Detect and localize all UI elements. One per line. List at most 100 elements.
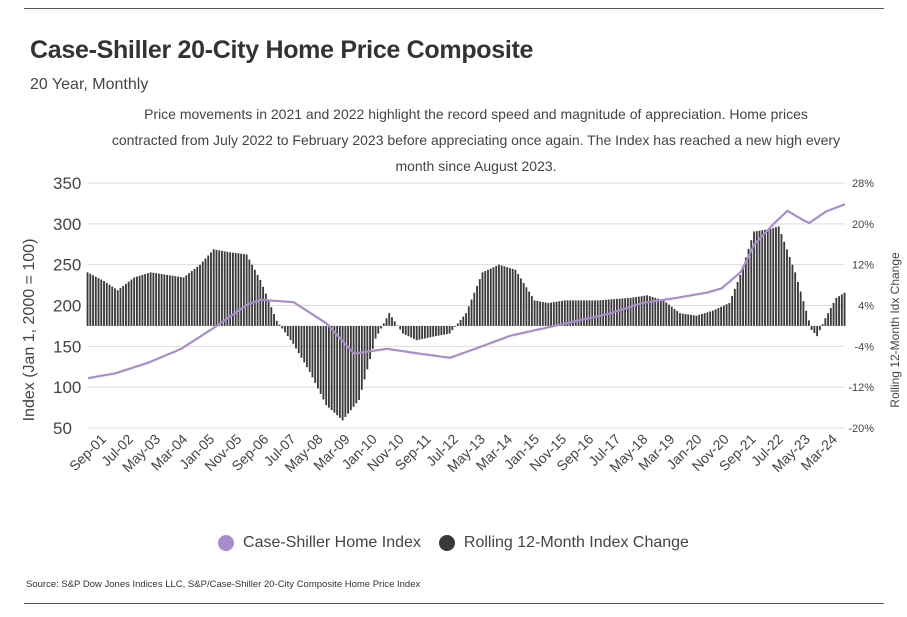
change-bar: [530, 296, 533, 326]
change-bar: [314, 325, 317, 383]
change-bar: [736, 281, 739, 326]
change-bar: [163, 274, 166, 326]
change-bar: [487, 269, 489, 326]
change-bar: [662, 300, 665, 326]
change-bar: [742, 266, 744, 326]
change-bar: [816, 325, 819, 337]
change-bar: [333, 325, 336, 413]
change-bar: [336, 325, 339, 416]
change-bar: [478, 279, 481, 326]
source-note: Source: S&P Dow Jones Indices LLC, S&P/C…: [26, 579, 421, 590]
left-tick-label: 50: [53, 419, 72, 438]
change-bar: [166, 274, 169, 326]
change-bar: [519, 278, 522, 326]
change-bar: [286, 325, 289, 337]
change-bar: [207, 255, 210, 326]
right-tick-label: 28%: [852, 178, 874, 190]
change-bar: [810, 325, 813, 330]
change-bar: [317, 325, 319, 389]
change-bar: [327, 325, 330, 408]
change-bar: [761, 230, 764, 326]
change-bar: [838, 296, 840, 326]
change-bar: [423, 325, 426, 339]
change-bar: [437, 325, 440, 336]
change-bar: [783, 241, 786, 326]
change-bar: [500, 265, 503, 326]
change-bar: [242, 254, 245, 326]
change-bar: [769, 228, 772, 326]
change-bar: [229, 252, 232, 326]
legend-item-index[interactable]: Case-Shiller Home Index: [218, 534, 421, 552]
change-bar: [758, 230, 761, 326]
change-bar: [596, 300, 599, 326]
change-bar: [149, 272, 152, 326]
change-bar: [552, 302, 555, 326]
change-bar: [840, 294, 843, 326]
change-bar: [380, 325, 382, 329]
change-bar: [338, 325, 341, 418]
change-bar: [489, 268, 492, 326]
change-bar: [602, 299, 605, 326]
change-bar: [325, 325, 328, 406]
change-bar: [138, 275, 141, 326]
change-bar: [484, 271, 487, 326]
change-bar: [511, 268, 514, 326]
change-bar: [788, 257, 791, 326]
change-bar: [127, 281, 130, 326]
change-bar: [440, 325, 443, 336]
change-bar: [245, 254, 248, 326]
change-bar: [251, 264, 254, 326]
change-bar: [594, 300, 596, 326]
change-bar: [341, 325, 344, 421]
change-bar: [273, 314, 275, 326]
change-bar: [221, 250, 223, 326]
change-bar: [495, 265, 498, 326]
change-bar: [454, 325, 456, 327]
right-tick-label: 12%: [852, 260, 874, 272]
change-bar: [832, 302, 835, 326]
change-bar: [690, 314, 692, 326]
change-bar: [448, 325, 451, 334]
change-bar: [344, 325, 347, 417]
change-bar: [733, 288, 736, 326]
change-bar: [352, 325, 355, 407]
change-bar: [201, 261, 204, 326]
change-bar: [451, 325, 454, 331]
change-bar: [105, 282, 108, 326]
change-bar: [119, 288, 122, 326]
change-bar: [544, 302, 547, 326]
change-bar: [835, 297, 838, 326]
change-bar: [133, 277, 136, 326]
left-tick-label: 200: [53, 297, 81, 316]
change-bar: [555, 301, 558, 326]
change-bar: [572, 300, 574, 326]
change-bar: [122, 285, 125, 326]
change-bar: [648, 296, 651, 326]
change-bar: [492, 267, 495, 326]
change-bar: [306, 325, 308, 368]
change-bar: [755, 231, 758, 326]
change-bar: [155, 273, 158, 326]
legend: Case-Shiller Home Index Rolling 12-Month…: [0, 534, 907, 552]
right-tick-label: -4%: [854, 341, 874, 353]
change-bar: [116, 290, 119, 326]
change-bar: [308, 325, 311, 372]
change-bar: [292, 325, 295, 344]
change-bar: [481, 272, 484, 326]
change-bar: [646, 295, 648, 326]
change-bar: [456, 323, 459, 326]
change-bar: [687, 314, 690, 326]
change-bar: [136, 276, 138, 326]
index-line: [87, 203, 846, 380]
change-bar: [550, 302, 552, 326]
change-bar: [829, 308, 832, 326]
change-bar: [465, 313, 467, 326]
change-bar: [111, 286, 114, 326]
change-bar: [637, 296, 640, 326]
change-bar: [86, 272, 89, 326]
change-bar: [264, 293, 267, 326]
change-bar: [322, 325, 325, 400]
change-bar: [319, 325, 322, 394]
legend-item-change[interactable]: Rolling 12-Month Index Change: [438, 534, 689, 552]
change-bar: [525, 287, 528, 326]
